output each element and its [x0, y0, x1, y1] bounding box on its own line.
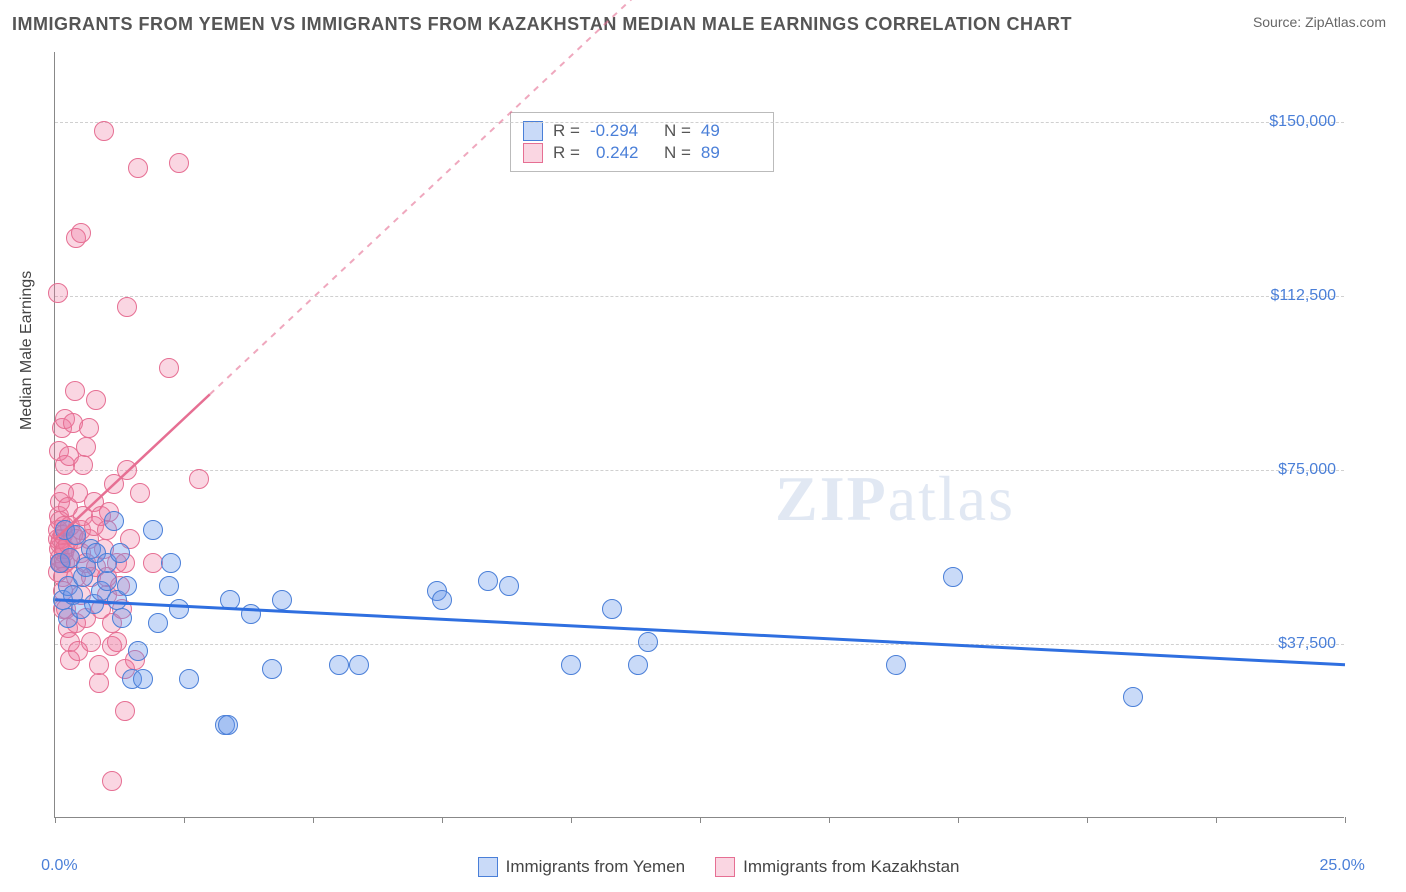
series-name-blue: Immigrants from Yemen [506, 857, 686, 877]
y-tick-label: $37,500 [1278, 635, 1336, 653]
point-blue [432, 590, 452, 610]
point-pink [117, 460, 137, 480]
point-blue [329, 655, 349, 675]
point-blue [97, 571, 117, 591]
point-pink [79, 418, 99, 438]
point-pink [76, 437, 96, 457]
scatter-plot-area: ZIPatlas R = -0.294 N = 49 R = 0.242 N =… [54, 52, 1344, 818]
point-blue [241, 604, 261, 624]
point-blue [169, 599, 189, 619]
point-pink [102, 771, 122, 791]
point-blue [104, 511, 124, 531]
point-pink [48, 283, 68, 303]
n-value-pink: 89 [701, 143, 761, 163]
point-pink [115, 701, 135, 721]
point-blue [499, 576, 519, 596]
y-tick-label: $112,500 [1270, 287, 1336, 305]
point-pink [128, 158, 148, 178]
r-value-pink: 0.242 [590, 143, 650, 163]
point-pink [189, 469, 209, 489]
point-pink [81, 632, 101, 652]
point-blue [159, 576, 179, 596]
point-blue [112, 608, 132, 628]
n-value-blue: 49 [701, 121, 761, 141]
point-pink [73, 455, 93, 475]
point-blue [602, 599, 622, 619]
legend-row-pink: R = 0.242 N = 89 [523, 143, 761, 163]
x-axis-min-label: 0.0% [41, 857, 77, 877]
point-blue [561, 655, 581, 675]
point-pink [130, 483, 150, 503]
point-pink [107, 632, 127, 652]
point-pink [86, 390, 106, 410]
point-blue [179, 669, 199, 689]
point-blue [1123, 687, 1143, 707]
point-pink [117, 297, 137, 317]
point-blue [143, 520, 163, 540]
y-tick-label: $75,000 [1278, 461, 1336, 479]
swatch-pink [715, 857, 735, 877]
x-axis-max-label: 25.0% [1319, 857, 1364, 877]
point-blue [349, 655, 369, 675]
watermark: ZIPatlas [775, 462, 1015, 536]
point-pink [71, 223, 91, 243]
r-value-blue: -0.294 [590, 121, 650, 141]
point-blue [943, 567, 963, 587]
point-blue [218, 715, 238, 735]
point-pink [89, 655, 109, 675]
point-pink [94, 121, 114, 141]
swatch-blue [523, 121, 543, 141]
point-blue [220, 590, 240, 610]
point-pink [89, 673, 109, 693]
point-blue [148, 613, 168, 633]
point-blue [478, 571, 498, 591]
point-blue [110, 543, 130, 563]
series-name-pink: Immigrants from Kazakhstan [743, 857, 959, 877]
legend-item-pink: Immigrants from Kazakhstan [715, 857, 959, 877]
point-pink [143, 553, 163, 573]
point-blue [128, 641, 148, 661]
point-blue [886, 655, 906, 675]
point-blue [272, 590, 292, 610]
source-attribution: Source: ZipAtlas.com [1253, 14, 1386, 30]
series-legend: 0.0% Immigrants from Yemen Immigrants fr… [0, 857, 1406, 877]
point-pink [169, 153, 189, 173]
y-axis-title: Median Male Earnings [18, 271, 36, 430]
legend-row-blue: R = -0.294 N = 49 [523, 121, 761, 141]
y-tick-label: $150,000 [1269, 113, 1336, 131]
point-pink [159, 358, 179, 378]
point-blue [638, 632, 658, 652]
chart-title: IMMIGRANTS FROM YEMEN VS IMMIGRANTS FROM… [12, 14, 1072, 35]
swatch-pink [523, 143, 543, 163]
point-blue [133, 669, 153, 689]
point-blue [161, 553, 181, 573]
point-blue [262, 659, 282, 679]
point-blue [117, 576, 137, 596]
point-pink [65, 381, 85, 401]
point-blue [628, 655, 648, 675]
legend-item-blue: Immigrants from Yemen [478, 857, 686, 877]
swatch-blue [478, 857, 498, 877]
